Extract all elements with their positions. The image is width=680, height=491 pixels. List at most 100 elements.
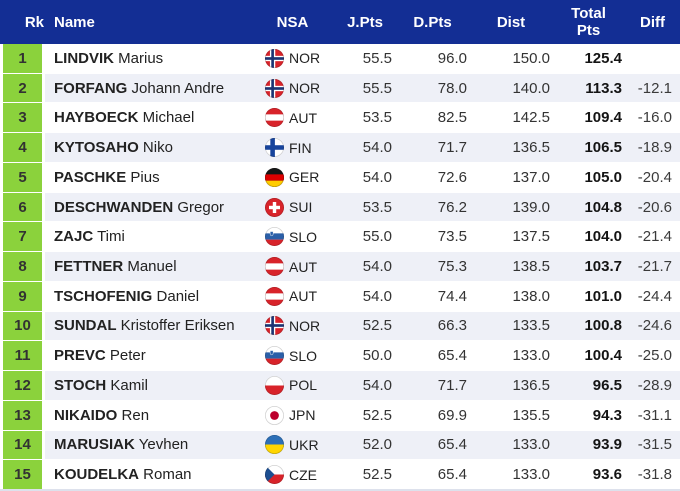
total-points-value: 105.0	[584, 168, 622, 186]
column-header-nsa: NSA	[276, 13, 309, 31]
judge-points-value: 55.5	[362, 49, 392, 67]
distance-points-value: 66.3	[437, 317, 467, 335]
judge-points-value: 52.5	[362, 466, 392, 484]
rank-cell: 5	[0, 162, 45, 192]
nsa-cell: SLO	[250, 346, 335, 366]
rank-cell: 10	[0, 311, 45, 341]
athlete-firstname: Marius	[118, 49, 164, 67]
cze-flag-icon	[265, 465, 284, 485]
column-header-distance: Dist	[496, 13, 526, 31]
table-row[interactable]: 4 KYTOSAHO Niko FIN 54.0 71.7 136.5 106.…	[0, 133, 680, 163]
athlete-name: PASCHKE Pius	[45, 169, 250, 186]
athlete-firstname: Daniel	[156, 287, 200, 305]
rank-label: 2	[18, 79, 27, 97]
athlete-name: STOCH Kamil	[45, 377, 250, 394]
athlete-surname: HAYBOECK	[54, 109, 139, 127]
distance-points-value: 69.9	[437, 406, 467, 424]
athlete-surname: ZAJC	[54, 228, 94, 246]
rank-label: 5	[18, 168, 27, 186]
distance-points-value: 65.4	[437, 436, 467, 454]
distance-value: 133.0	[512, 347, 550, 365]
athlete-surname: STOCH	[54, 376, 107, 394]
rank-label: 1	[18, 49, 27, 67]
judge-points-value: 54.0	[362, 139, 392, 157]
nsa-cell: SLO	[250, 227, 335, 247]
total-points-value: 93.9	[592, 436, 622, 454]
table-header: Rk Name NSA J.Pts D.Pts Dist Total Pts D…	[0, 0, 680, 44]
nsa-cell: AUT	[250, 108, 335, 128]
nor-flag-icon	[265, 78, 284, 98]
nsa-code: CZE	[289, 466, 317, 483]
athlete-firstname: Kamil	[110, 376, 148, 394]
table-row[interactable]: 10 SUNDAL Kristoffer Eriksen NOR 52.5 66…	[0, 311, 680, 342]
nsa-cell: POL	[250, 375, 335, 395]
distance-points-value: 96.0	[437, 49, 467, 67]
nsa-code: AUT	[289, 109, 317, 126]
table-row[interactable]: 3 HAYBOECK Michael AUT 53.5 82.5 142.5 1…	[0, 103, 680, 134]
column-header-rank: Rk	[24, 13, 44, 31]
total-points-value: 96.5	[592, 376, 622, 394]
nsa-code: NOR	[289, 80, 321, 97]
table-row[interactable]: 1 LINDVIK Marius NOR 55.5 96.0 150.0 125…	[0, 44, 680, 74]
rank-label: 12	[14, 376, 31, 394]
distance-points-value: 74.4	[437, 287, 467, 305]
table-row[interactable]: 14 MARUSIAK Yevhen UKR 52.0 65.4 133.0 9…	[0, 430, 680, 461]
ger-flag-icon	[265, 167, 284, 187]
table-row[interactable]: 12 STOCH Kamil POL 54.0 71.7 136.5 96.5 …	[0, 371, 680, 401]
table-row[interactable]: 15 KOUDELKA Roman CZE 52.5 65.4 133.0 93…	[0, 460, 680, 491]
athlete-name: MARUSIAK Yevhen	[45, 436, 250, 453]
diff-value: -12.1	[637, 79, 672, 97]
athlete-name: KYTOSAHO Niko	[45, 139, 250, 156]
diff-value: -28.9	[637, 376, 672, 394]
nsa-cell: NOR	[250, 78, 335, 98]
rank-label: 8	[18, 258, 27, 275]
athlete-firstname: Ren	[121, 406, 150, 424]
table-row[interactable]: 8 FETTNER Manuel AUT 54.0 75.3 138.5 103…	[0, 252, 680, 282]
athlete-name: ZAJC Timi	[45, 228, 250, 245]
distance-value: 138.0	[512, 287, 550, 305]
table-row[interactable]: 2 FORFANG Johann Andre NOR 55.5 78.0 140…	[0, 73, 680, 104]
rank-cell: 8	[0, 252, 45, 281]
distance-value: 138.5	[512, 258, 550, 275]
total-points-value: 113.3	[585, 79, 622, 97]
nsa-cell: AUT	[250, 257, 335, 276]
judge-points-value: 53.5	[362, 109, 392, 127]
athlete-surname: LINDVIK	[54, 49, 114, 67]
nsa-code: NOR	[289, 50, 321, 67]
aut-flag-icon	[265, 257, 284, 276]
nsa-cell: GER	[250, 167, 335, 187]
table-row[interactable]: 9 TSCHOFENIG Daniel AUT 54.0 74.4 138.0 …	[0, 281, 680, 312]
table-row[interactable]: 5 PASCHKE Pius GER 54.0 72.6 137.0 105.0…	[0, 162, 680, 193]
nsa-code: POL	[289, 377, 318, 394]
rank-label: 11	[14, 347, 31, 365]
distance-value: 133.5	[512, 317, 550, 335]
athlete-firstname: Gregor	[177, 198, 225, 216]
athlete-surname: KOUDELKA	[54, 466, 139, 484]
diff-value: -21.4	[637, 228, 672, 246]
table-row[interactable]: 7 ZAJC Timi SLO 55.0 73.5 137.5 104.0 -2…	[0, 222, 680, 253]
nsa-cell: NOR	[250, 316, 335, 336]
distance-value: 133.0	[512, 436, 550, 454]
athlete-name: NIKAIDO Ren	[45, 407, 250, 424]
rank-cell: 9	[0, 281, 45, 311]
distance-points-value: 73.5	[437, 228, 467, 246]
athlete-surname: NIKAIDO	[54, 406, 118, 424]
table-row[interactable]: 13 NIKAIDO Ren JPN 52.5 69.9 135.5 94.3 …	[0, 400, 680, 431]
nsa-cell: JPN	[250, 405, 335, 425]
total-points-value: 100.4	[584, 347, 622, 365]
rank-cell: 12	[0, 371, 45, 400]
athlete-surname: FORFANG	[54, 79, 128, 97]
table-row[interactable]: 11 PREVC Peter SLO 50.0 65.4 133.0 100.4…	[0, 341, 680, 372]
nsa-code: SLO	[289, 347, 318, 364]
table-row[interactable]: 6 DESCHWANDEN Gregor SUI 53.5 76.2 139.0…	[0, 192, 680, 223]
distance-value: 150.0	[512, 49, 550, 67]
diff-value: -24.6	[637, 317, 672, 335]
total-points-value: 94.3	[592, 406, 622, 424]
nsa-code: FIN	[289, 139, 312, 156]
judge-points-value: 52.5	[362, 406, 392, 424]
distance-value: 137.5	[512, 228, 550, 246]
column-header-judge-pts: J.Pts	[347, 13, 383, 31]
nsa-code: UKR	[289, 436, 319, 453]
total-points-value: 125.4	[584, 49, 622, 67]
column-header-dist-pts: D.Pts	[413, 13, 452, 31]
